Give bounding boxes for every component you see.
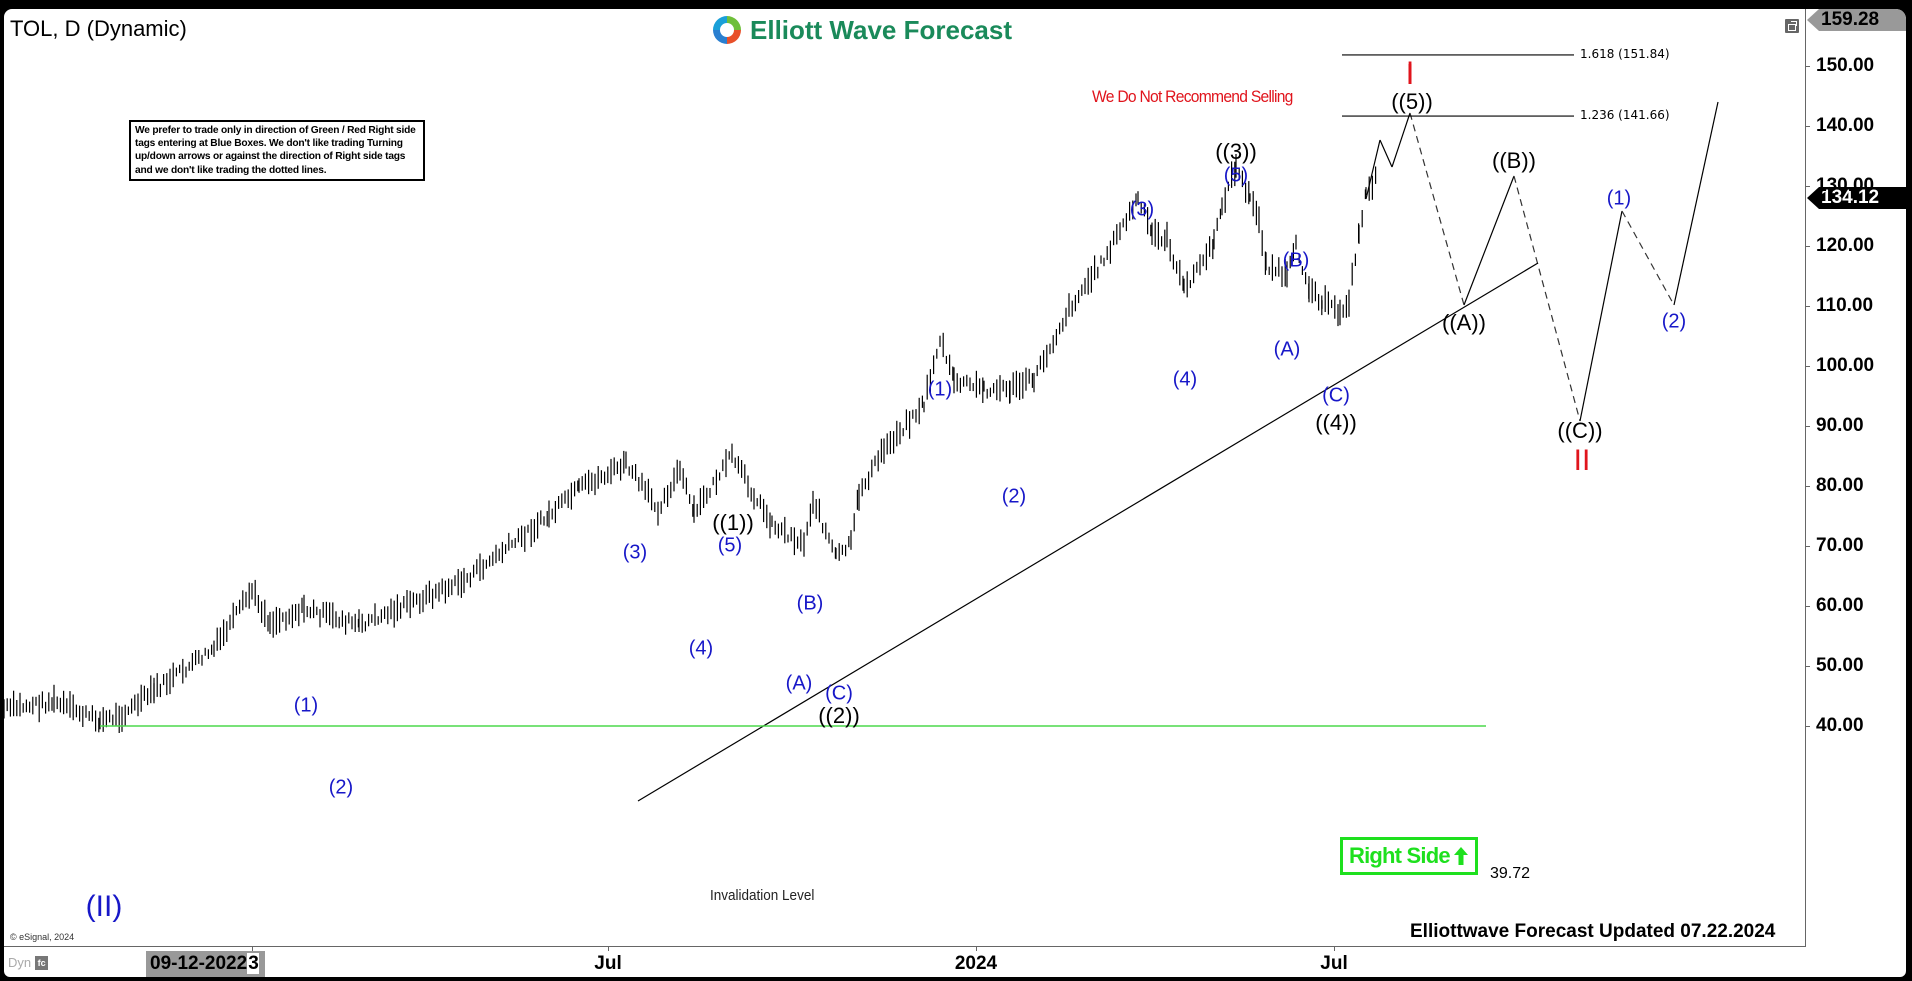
y-tick-label: 90.00 bbox=[1816, 415, 1864, 436]
dyn-indicator[interactable]: Dyn fc bbox=[8, 955, 49, 970]
price-chart-svg bbox=[4, 54, 1719, 802]
x-tick-label: Jul bbox=[594, 953, 622, 974]
wave-label: II bbox=[1573, 444, 1591, 477]
wave-label: (C) bbox=[1322, 384, 1350, 407]
y-tick-mark bbox=[1805, 186, 1810, 187]
y-tick-label: 150.00 bbox=[1816, 55, 1875, 76]
wave-label: (5) bbox=[1223, 164, 1249, 187]
y-tick-label: 70.00 bbox=[1816, 535, 1864, 556]
wave-label: (A) bbox=[1273, 338, 1301, 361]
y-tick-mark bbox=[1805, 306, 1810, 307]
y-axis-line bbox=[1805, 9, 1806, 946]
wave-label: ((5)) bbox=[1391, 89, 1433, 114]
last-price-tag: 134.12 bbox=[1807, 187, 1906, 209]
invalidation-value: 39.72 bbox=[1490, 865, 1531, 882]
wave-label: (4) bbox=[1172, 368, 1198, 391]
brand-logo: Elliott Wave Forecast bbox=[710, 13, 1012, 47]
wave-label: (1) bbox=[1606, 187, 1632, 210]
wave-label: (II) bbox=[85, 890, 123, 923]
wave-label: (5) bbox=[717, 534, 743, 557]
trading-note-box: We prefer to trade only in direction of … bbox=[129, 120, 425, 181]
wave-label: ((C)) bbox=[1557, 418, 1603, 443]
x-tick-mark bbox=[252, 946, 253, 951]
x-axis-line bbox=[4, 946, 1806, 947]
y-tick-label: 130.00 bbox=[1816, 175, 1875, 196]
dyn-label: Dyn bbox=[8, 955, 32, 970]
x-tick-label: Jul bbox=[1320, 953, 1348, 974]
y-tick-mark bbox=[1805, 546, 1810, 547]
high-price-tag: 159.28 bbox=[1807, 9, 1906, 31]
wave-label: (A) bbox=[785, 672, 813, 695]
y-tick-label: 80.00 bbox=[1816, 475, 1864, 496]
wave-label: ((B)) bbox=[1492, 148, 1536, 173]
x-tick-mark bbox=[608, 946, 609, 951]
y-tick-mark bbox=[1805, 246, 1810, 247]
y-tick-mark bbox=[1805, 666, 1810, 667]
wave-label: (2) bbox=[1001, 485, 1027, 508]
right-side-label: Right Side bbox=[1349, 843, 1451, 868]
y-tick-label: 50.00 bbox=[1816, 655, 1864, 676]
x-tick-mark bbox=[1334, 946, 1335, 951]
invalidation-label: Invalidation Level bbox=[710, 887, 815, 904]
wave-label: I bbox=[1405, 56, 1415, 89]
wave-label: (3) bbox=[1129, 198, 1155, 221]
y-tick-mark bbox=[1805, 486, 1810, 487]
date-cursor-value: 09-12-2022 bbox=[150, 953, 248, 974]
wave-label: ((2)) bbox=[818, 703, 860, 728]
wave-label: ((1)) bbox=[712, 510, 754, 535]
y-tick-label: 120.00 bbox=[1816, 235, 1875, 256]
lock-icon[interactable]: fc bbox=[35, 955, 49, 970]
right-side-tag: Right Side bbox=[1340, 837, 1478, 875]
copyright-text: © eSignal, 2024 bbox=[10, 932, 75, 942]
chart-window: TOL, D (Dynamic) Elliott Wave Forecast W… bbox=[4, 9, 1906, 977]
fib-level-label-1236: 1.236 (141.66) bbox=[1580, 108, 1670, 123]
wave-label: (2) bbox=[328, 776, 354, 799]
restore-window-icon[interactable] bbox=[1785, 19, 1799, 33]
y-tick-mark bbox=[1805, 126, 1810, 127]
x-tick-mark bbox=[976, 946, 977, 951]
y-tick-mark bbox=[1805, 606, 1810, 607]
logo-swirl-icon bbox=[713, 16, 741, 44]
wave-label: ((4)) bbox=[1315, 410, 1357, 435]
wave-label: ((3)) bbox=[1215, 139, 1257, 164]
chart-title: TOL, D (Dynamic) bbox=[10, 16, 187, 41]
updated-date-text: Elliottwave Forecast Updated 07.22.2024 bbox=[1410, 921, 1776, 942]
wave-label: (C) bbox=[825, 682, 853, 705]
y-tick-label: 40.00 bbox=[1816, 715, 1864, 736]
wave-label: (B) bbox=[796, 592, 824, 615]
date-cursor-suffix: 3 bbox=[247, 953, 259, 974]
wave-label: (1) bbox=[927, 378, 953, 401]
y-tick-mark bbox=[1805, 366, 1810, 367]
wave-label: (1) bbox=[293, 694, 319, 717]
y-tick-label: 100.00 bbox=[1816, 355, 1875, 376]
x-tick-label: 2024 bbox=[954, 953, 998, 974]
sell-warning-label: We Do Not Recommend Selling bbox=[1092, 87, 1293, 106]
fib-level-label-1618: 1.618 (151.84) bbox=[1580, 46, 1670, 61]
arrow-up-icon bbox=[1453, 847, 1468, 865]
y-tick-label: 140.00 bbox=[1816, 115, 1875, 136]
wave-label: (4) bbox=[688, 637, 714, 660]
wave-label: ((A)) bbox=[1442, 310, 1486, 335]
y-tick-label: 60.00 bbox=[1816, 595, 1864, 616]
y-tick-mark bbox=[1805, 426, 1810, 427]
wave-label: (B) bbox=[1282, 249, 1310, 272]
y-tick-mark bbox=[1805, 66, 1810, 67]
chart-plot-area[interactable] bbox=[4, 9, 1805, 946]
wave-label: (3) bbox=[622, 541, 648, 564]
y-tick-label: 110.00 bbox=[1816, 295, 1874, 316]
y-tick-mark bbox=[1805, 726, 1810, 727]
logo-text: Elliott Wave Forecast bbox=[750, 14, 1012, 45]
wave-label: (2) bbox=[1661, 310, 1687, 333]
date-cursor-label: 09-12-20223 bbox=[146, 951, 265, 977]
